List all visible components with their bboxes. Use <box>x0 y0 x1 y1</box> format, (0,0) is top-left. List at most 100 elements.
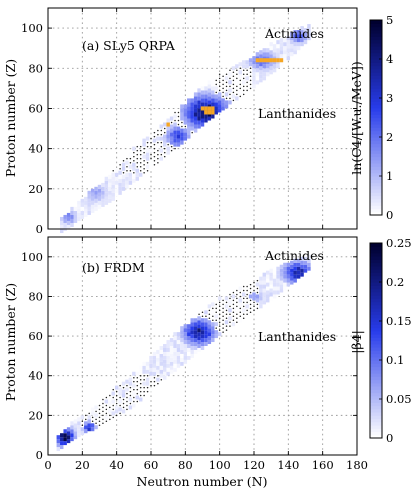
nucleus-dot <box>246 81 248 84</box>
nucleus-cell <box>303 28 308 33</box>
nucleus-cell <box>180 357 184 362</box>
nucleus-cell <box>228 100 232 105</box>
nucleus-dot <box>133 388 135 391</box>
nucleus-dot <box>253 285 255 288</box>
nucleus-dot <box>215 79 217 82</box>
nucleus-dot <box>126 384 128 387</box>
nucleus-cell <box>238 90 242 95</box>
nucleus-dot <box>236 85 238 88</box>
nucleus-cell <box>300 260 304 265</box>
nucleus-cell <box>293 42 297 47</box>
nucleus-cell <box>87 415 91 420</box>
nucleus-cell <box>276 64 280 69</box>
nucleus-cell <box>118 174 122 179</box>
nucleus-cell <box>269 296 273 301</box>
nucleus-cell <box>145 361 150 366</box>
nucleus-dot <box>218 305 221 308</box>
nucleus-dot <box>242 297 245 300</box>
colorbar-step <box>370 298 382 303</box>
nucleus-cell <box>279 264 284 269</box>
y-tick-label: 100 <box>21 250 43 264</box>
nucleus-dot <box>126 400 128 403</box>
nucleus-cell <box>132 178 136 183</box>
nucleus-cell <box>190 338 194 343</box>
nucleus-cell <box>269 46 273 51</box>
nucleus-cell <box>183 132 188 137</box>
nucleus-dot <box>126 392 128 395</box>
nucleus-dot <box>222 303 224 306</box>
nucleus-cell <box>190 118 194 123</box>
nucleus-cell <box>97 188 102 193</box>
nucleus-dot <box>115 414 118 417</box>
nucleus-cell <box>111 192 115 197</box>
nucleus-cell <box>197 124 201 129</box>
nucleus-dot <box>102 398 104 401</box>
nucleus-cell <box>169 365 174 370</box>
nucleus-cell <box>90 196 95 201</box>
nucleus-cell <box>97 196 102 201</box>
colorbar-step <box>370 412 382 416</box>
colorbar-step <box>370 120 382 125</box>
nucleus-cell <box>272 64 277 69</box>
nucleus-cell <box>190 122 194 127</box>
colorbar-frame <box>369 242 383 439</box>
nucleus-dot <box>218 73 221 76</box>
nucleus-dot <box>109 406 111 409</box>
nucleus-cell <box>200 330 205 335</box>
nucleus-cell <box>272 294 277 299</box>
nucleus-cell <box>187 98 191 103</box>
nucleus-dot <box>98 416 101 419</box>
nucleus-cell <box>104 415 109 420</box>
colorbar-step <box>370 311 382 316</box>
nucleus-cell <box>252 84 256 89</box>
nucleus-cell <box>193 124 198 129</box>
nucleus-cell <box>77 421 81 426</box>
nucleus-dot <box>236 69 238 72</box>
nucleus-cell <box>156 365 160 370</box>
nucleus-cell <box>87 190 91 195</box>
nucleus-cell <box>211 86 215 91</box>
nucleus-cell <box>63 222 67 227</box>
nucleus-dot <box>143 390 145 393</box>
nucleus-cell <box>276 290 280 295</box>
nucleus-cell <box>262 300 267 305</box>
highlight-cell <box>166 122 170 127</box>
x-tick-label: 60 <box>144 458 159 472</box>
nucleus-cell <box>121 409 126 414</box>
nucleus-dot <box>143 147 145 150</box>
nucleus-cell <box>259 78 263 83</box>
nucleus-dot <box>253 309 255 312</box>
colorbar-step <box>370 246 382 251</box>
nucleus-dot <box>139 390 142 393</box>
nucleus-cell <box>180 326 184 331</box>
nucleus-cell <box>303 40 308 45</box>
nucleus-cell <box>87 194 91 199</box>
nucleus-dot <box>208 317 211 320</box>
colorbar-step <box>370 317 382 322</box>
nucleus-dot <box>136 400 139 403</box>
nucleus-dot <box>229 297 231 300</box>
nucleus-cell <box>204 118 208 123</box>
nucleus-cell <box>114 409 119 414</box>
nucleus-dot <box>150 137 152 140</box>
nucleus-cell <box>77 208 81 213</box>
colorbar-step <box>370 369 382 374</box>
nucleus-cell <box>66 439 71 444</box>
nucleus-cell <box>197 88 201 93</box>
nucleus-dot <box>126 169 128 172</box>
nucleus-cell <box>224 100 229 105</box>
nucleus-dot <box>81 420 84 423</box>
nucleus-dot <box>136 376 139 379</box>
colorbar-step <box>370 431 382 436</box>
nucleus-cell <box>290 276 294 281</box>
colorbar-tick-label: 0.2 <box>386 275 404 289</box>
nucleus-cell <box>145 148 150 153</box>
nucleus-cell <box>296 30 301 35</box>
nucleus-cell <box>259 292 263 297</box>
nucleus-cell <box>149 375 153 380</box>
nucleus-cell <box>149 164 153 169</box>
nucleus-cell <box>245 60 249 65</box>
nucleus-cell <box>152 355 157 360</box>
colorbar-tick-label: 0.15 <box>386 314 412 328</box>
nucleus-cell <box>187 102 191 107</box>
